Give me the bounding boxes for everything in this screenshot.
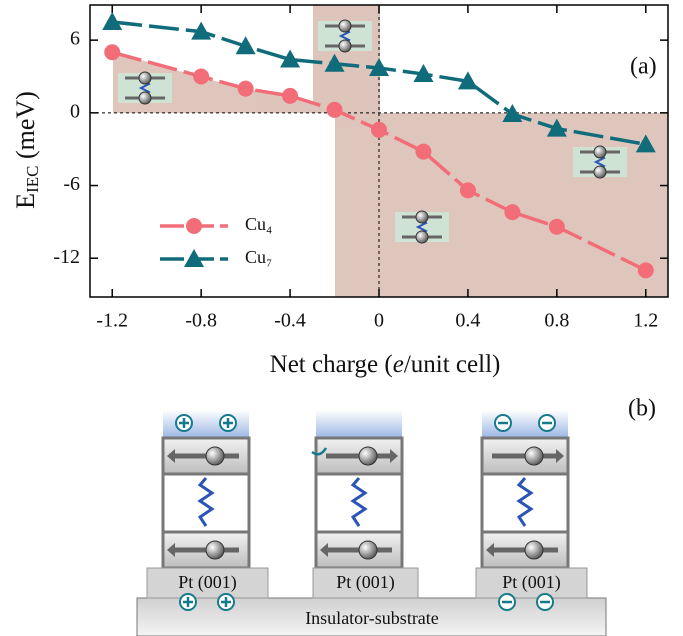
data-point: [102, 11, 123, 30]
spin-arrowhead: [320, 543, 328, 557]
pt-label: Pt (001): [178, 572, 237, 593]
data-point: [193, 68, 210, 85]
pt-label: Pt (001): [336, 572, 395, 593]
x-tick-label: 0: [374, 310, 384, 332]
x-tick-label: -0.4: [274, 310, 306, 332]
data-point: [459, 182, 476, 199]
spin-icon: [118, 71, 172, 105]
x-tick-label: 1.2: [633, 310, 658, 332]
data-point: [235, 36, 256, 55]
spin-ball: [358, 446, 378, 466]
legend-marker: [186, 218, 202, 234]
spin-arrowhead: [556, 449, 564, 463]
diagram: (b) Insulator-substrate Pt (001) Pt (001)…: [136, 396, 656, 636]
y-axis-label: EIEC (meV): [11, 91, 42, 209]
data-point: [326, 101, 343, 118]
data-point: [504, 204, 521, 221]
x-axis-label: Net charge (e/unit cell): [270, 351, 501, 378]
data-point: [635, 134, 656, 153]
data-point: [502, 104, 523, 123]
data-point: [546, 118, 567, 137]
rotation-arrow: [311, 447, 328, 456]
data-point: [237, 80, 254, 97]
spring: [197, 477, 215, 527]
spin-arrowhead: [167, 449, 175, 463]
data-point: [191, 21, 212, 40]
spin-icon: [395, 210, 449, 244]
charge-cloud: [316, 410, 402, 438]
y-tick-label: 6: [70, 28, 80, 50]
spin-arrowhead: [486, 543, 494, 557]
y-tick-label: -6: [63, 173, 80, 195]
x-tick-label: 0.8: [544, 310, 569, 332]
spacer: [314, 472, 404, 534]
spin-arrowhead: [390, 449, 398, 463]
x-tick-label: -0.8: [185, 310, 217, 332]
legend-label: Cu₄: [245, 214, 272, 234]
substrate: [136, 597, 607, 636]
plot-frame: [89, 4, 669, 298]
icon-ball: [138, 71, 152, 85]
icon-ball: [415, 210, 429, 224]
data-point: [637, 262, 654, 279]
icon-ball: [338, 19, 352, 33]
spin-ball: [524, 540, 544, 560]
x-tick-label: -1.2: [96, 310, 128, 332]
data-point: [369, 58, 389, 77]
y-tick-label: -12: [53, 246, 80, 268]
data-point: [104, 44, 121, 61]
x-tick-label: 0.4: [455, 310, 480, 332]
substrate-label: Insulator-substrate: [305, 608, 439, 628]
data-point: [548, 218, 565, 235]
panel-label: (b): [628, 396, 656, 422]
data-point: [415, 143, 432, 160]
data-point: [282, 87, 299, 104]
spin-icon: [318, 19, 372, 53]
legend-label: Cu₇: [245, 247, 272, 267]
pt-label: Pt (001): [502, 572, 561, 593]
icon-ball: [593, 145, 607, 159]
spin-ball: [358, 540, 378, 560]
icon-ball: [593, 165, 607, 179]
spin-ball: [524, 446, 544, 466]
icon-ball: [138, 91, 152, 105]
data-point: [457, 71, 478, 90]
data-point: [371, 121, 387, 138]
spin-icon: [573, 145, 627, 179]
spin-arrowhead: [167, 543, 175, 557]
icon-ball: [415, 230, 429, 244]
data-point: [280, 49, 301, 68]
spacer: [480, 472, 570, 534]
pt-layer: [146, 567, 269, 599]
panel-label: (a): [630, 54, 657, 80]
legend-marker: [184, 249, 204, 267]
y-tick-label: 0: [70, 100, 80, 122]
icon-ball: [338, 39, 352, 53]
spin-ball: [205, 540, 225, 560]
spin-ball: [205, 446, 225, 466]
pt-layer: [475, 567, 588, 599]
data-point: [324, 53, 345, 72]
pt-layer: [312, 567, 419, 599]
spring: [350, 477, 368, 527]
spring: [516, 477, 534, 527]
data-point: [413, 64, 434, 83]
